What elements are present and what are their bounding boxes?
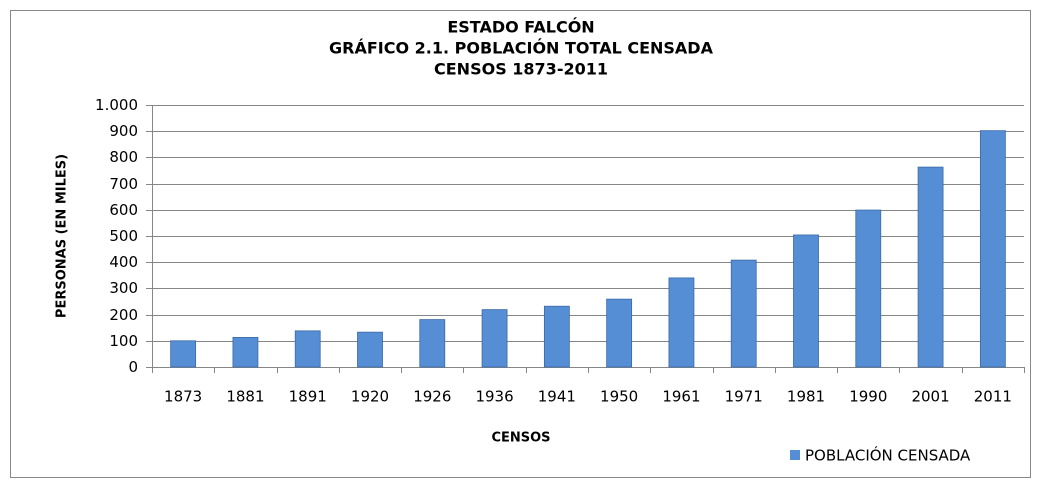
chart-title: GRÁFICO 2.1. POBLACIÓN TOTAL CENSADA bbox=[329, 39, 714, 58]
y-tick-label: 700 bbox=[109, 175, 138, 193]
x-tick-label: 1881 bbox=[226, 388, 264, 406]
x-axis-label: CENSOS bbox=[491, 431, 550, 446]
bar bbox=[917, 166, 944, 368]
x-tick-label: 1920 bbox=[351, 388, 389, 406]
y-tick-label: 100 bbox=[109, 332, 138, 350]
chart-title: CENSOS 1873-2011 bbox=[434, 60, 608, 79]
x-tick-label: 2011 bbox=[974, 388, 1012, 406]
y-tick-label: 800 bbox=[109, 148, 138, 166]
bar bbox=[668, 277, 695, 368]
bar bbox=[170, 340, 197, 368]
bar bbox=[543, 305, 570, 368]
x-tick-label: 2001 bbox=[911, 388, 949, 406]
x-tick-label: 1873 bbox=[164, 388, 202, 406]
bar bbox=[979, 130, 1006, 368]
chart-title: ESTADO FALCÓN bbox=[447, 18, 594, 37]
y-tick-label: 200 bbox=[109, 306, 138, 324]
y-tick-label: 1.000 bbox=[95, 96, 138, 114]
bar bbox=[357, 331, 383, 368]
x-tick-label: 1891 bbox=[289, 388, 327, 406]
x-tick-label: 1950 bbox=[600, 388, 638, 406]
y-tick-label: 0 bbox=[128, 358, 138, 376]
x-tick-label: 1990 bbox=[849, 388, 887, 406]
y-tick-label: 500 bbox=[109, 227, 138, 245]
x-tick-label: 1981 bbox=[787, 388, 825, 406]
y-axis-label: PERSONAS (EN MILES) bbox=[55, 154, 70, 318]
bar bbox=[294, 330, 321, 368]
bar bbox=[793, 234, 819, 368]
bar bbox=[232, 336, 259, 368]
legend-label: POBLACIÓN CENSADA bbox=[805, 446, 971, 465]
x-tick-label: 1971 bbox=[725, 388, 763, 406]
y-tick-label: 300 bbox=[109, 279, 138, 297]
x-tick-label: 1961 bbox=[662, 388, 700, 406]
y-tick-label: 400 bbox=[109, 253, 138, 271]
x-tick-label: 1926 bbox=[413, 388, 451, 406]
y-tick-label: 900 bbox=[109, 122, 138, 140]
x-tick-label: 1936 bbox=[475, 388, 513, 406]
y-tick-label: 600 bbox=[109, 201, 138, 219]
bar bbox=[481, 309, 508, 368]
bar bbox=[730, 259, 757, 368]
bar bbox=[855, 209, 882, 368]
legend-swatch bbox=[790, 450, 800, 460]
x-tick-label: 1941 bbox=[538, 388, 576, 406]
bar bbox=[419, 319, 446, 368]
bar bbox=[606, 298, 633, 368]
